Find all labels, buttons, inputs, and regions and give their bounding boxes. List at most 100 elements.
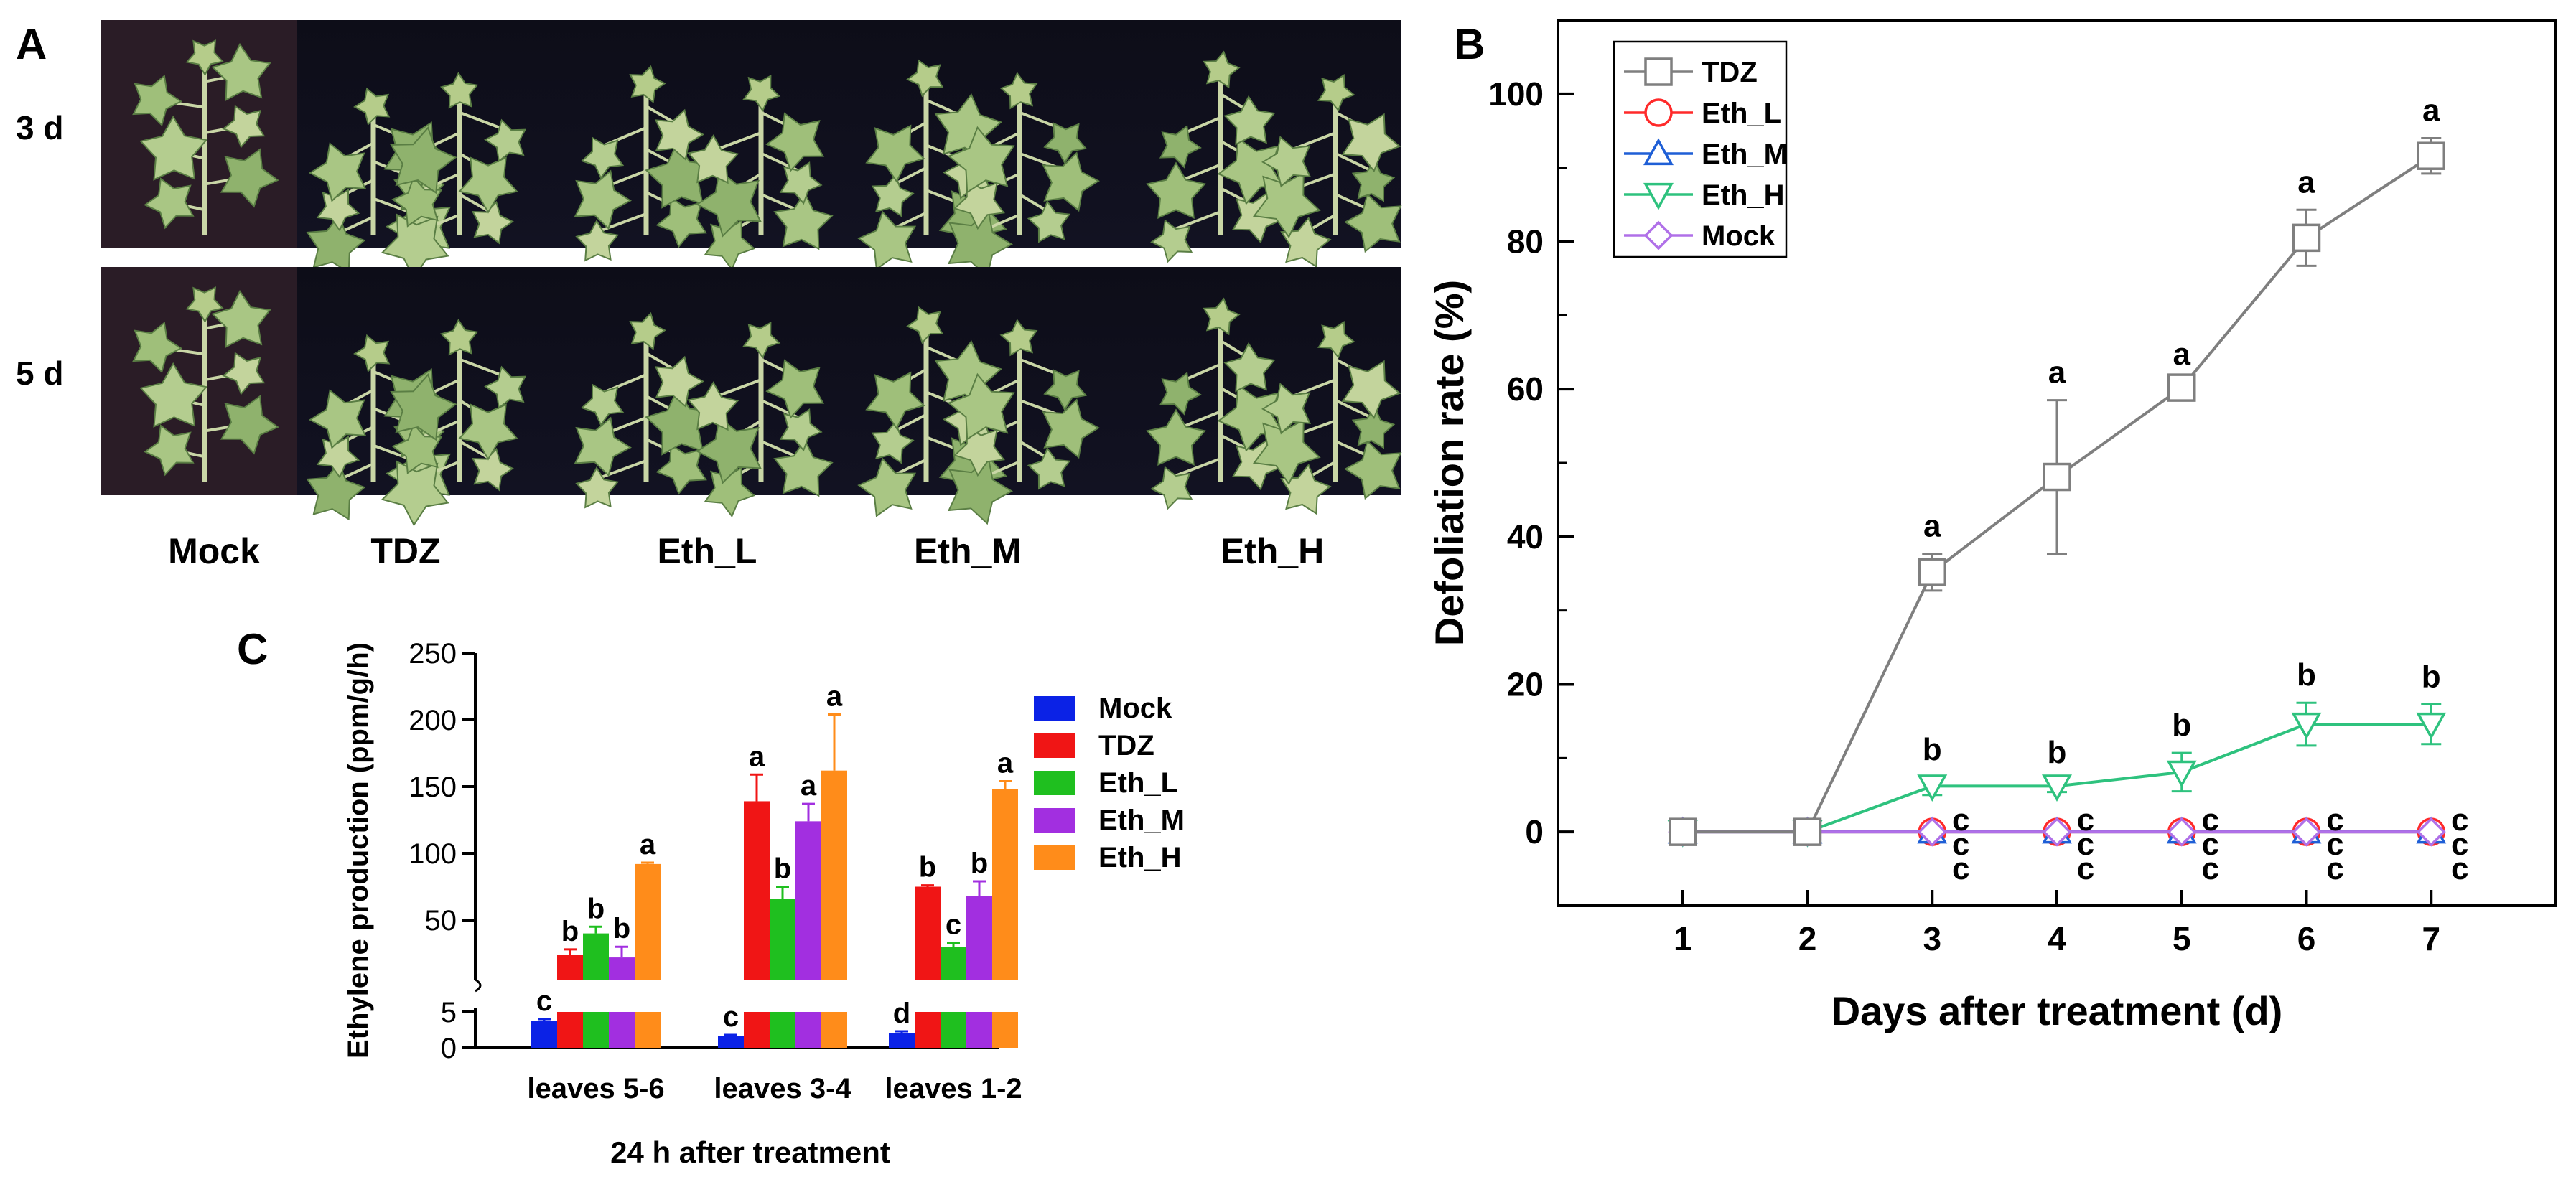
bar <box>583 933 609 980</box>
column-label-eth-h: Eth_H <box>1221 531 1324 571</box>
significance-letter: b <box>971 848 988 879</box>
data-point <box>1917 774 1948 802</box>
legend-item-eth-h: Eth_H <box>1624 179 1785 211</box>
legend: TDZ Eth_L Eth_M Eth_H Mock <box>1613 40 1788 258</box>
y-axis-label: Defoliation rate (%) <box>1427 280 1472 646</box>
leaf <box>185 286 224 323</box>
x-tick-label: 2 <box>1798 920 1817 957</box>
leaf <box>306 214 366 274</box>
legend-label: TDZ <box>1702 57 1758 88</box>
leaf <box>574 169 632 230</box>
leaf <box>1150 219 1193 263</box>
bar <box>744 801 770 980</box>
leaf <box>1223 95 1276 146</box>
petiole <box>1172 210 1221 232</box>
legend-box <box>1613 40 1788 258</box>
bar <box>966 896 992 980</box>
leaf <box>353 87 391 126</box>
petiole <box>1172 457 1221 479</box>
leaf <box>1150 466 1193 510</box>
legend-item-eth-m: Eth_M <box>1034 805 1185 836</box>
bar-eth-l <box>941 942 966 1048</box>
significance-letter: c <box>2077 851 2094 886</box>
data-point <box>2166 760 2197 788</box>
data-point <box>1644 98 1673 127</box>
leaf <box>484 118 527 163</box>
leaf <box>871 421 915 464</box>
bar <box>915 886 941 980</box>
bar-lower-part <box>821 1012 847 1048</box>
leaf <box>1317 74 1355 112</box>
leaf <box>865 124 925 183</box>
legend-item-mock: Mock <box>1624 220 1775 252</box>
panel-c-letter: C <box>237 625 268 673</box>
bar-eth-m <box>795 802 821 1048</box>
leaf <box>144 424 195 477</box>
leaf <box>306 461 366 521</box>
leaf <box>687 381 739 431</box>
legend-item-tdz: TDZ <box>1034 730 1154 761</box>
significance-letter: a <box>2297 164 2315 200</box>
significance-letter: c <box>946 909 961 941</box>
legend-label: Eth_M <box>1098 805 1185 836</box>
legend-label: Eth_H <box>1702 179 1785 211</box>
leaf <box>381 460 449 527</box>
leaf <box>779 161 823 205</box>
bar <box>718 1036 744 1048</box>
data-point <box>2042 774 2072 802</box>
leaf <box>1351 159 1396 202</box>
leaf <box>580 383 625 426</box>
legend: Mock TDZ Eth_L Eth_M Eth_H <box>1034 693 1185 873</box>
axis-break-mark <box>475 978 482 993</box>
significance-letter: c <box>2451 827 2468 862</box>
leaf <box>765 359 825 419</box>
data-point <box>1917 817 1947 847</box>
significance-letter: c <box>1952 802 1969 838</box>
data-point <box>1918 558 1946 586</box>
significance-letter: b <box>774 853 791 885</box>
significance-letter: c <box>2451 802 2468 838</box>
leaf <box>947 126 1015 194</box>
data-point <box>2167 373 2196 402</box>
leaf <box>220 395 279 455</box>
y-tick-label: 250 <box>409 638 457 670</box>
x-tick-label: leaves 3-4 <box>714 1073 851 1105</box>
legend-swatch <box>1034 696 1075 721</box>
bar-lower-part <box>557 1012 583 1048</box>
x-tick-label: 3 <box>1923 920 1941 957</box>
bar-lower-part <box>635 1012 661 1048</box>
leaf <box>211 42 271 101</box>
bar-mock <box>889 1030 915 1048</box>
significance-letter: c <box>2326 802 2343 838</box>
legend-label: Mock <box>1098 693 1172 724</box>
bar-tdz <box>744 773 770 1048</box>
leaf <box>871 174 915 217</box>
x-tick-label: 5 <box>2173 920 2191 957</box>
leaf <box>629 311 666 350</box>
leaf <box>1159 372 1202 416</box>
legend-item-eth-l: Eth_L <box>1624 98 1781 129</box>
leaf <box>999 72 1038 110</box>
column-label-eth-l: Eth_L <box>658 531 757 571</box>
y-tick-label: 60 <box>1507 370 1544 408</box>
significance-letter: b <box>2048 735 2067 770</box>
y-tick-label: 100 <box>409 838 457 870</box>
significance-letter: a <box>640 829 656 861</box>
significance-letter: c <box>2077 827 2094 862</box>
leaf <box>575 220 620 262</box>
leaf <box>139 362 208 428</box>
y-tick-label: 150 <box>409 772 457 803</box>
leaf <box>934 93 1003 161</box>
x-tick-label: 4 <box>2048 920 2066 957</box>
leaf <box>391 422 443 474</box>
leaf <box>1223 342 1276 393</box>
bar-eth-l <box>583 925 609 1048</box>
legend-item-eth-l: Eth_L <box>1034 767 1178 799</box>
leaf <box>390 126 457 194</box>
leaf <box>309 389 367 449</box>
petiole <box>1335 151 1373 173</box>
bar-eth-h <box>635 861 661 1048</box>
series-tdz <box>1669 137 2445 846</box>
significance-letter: b <box>613 913 630 944</box>
legend-label: Mock <box>1702 220 1775 252</box>
